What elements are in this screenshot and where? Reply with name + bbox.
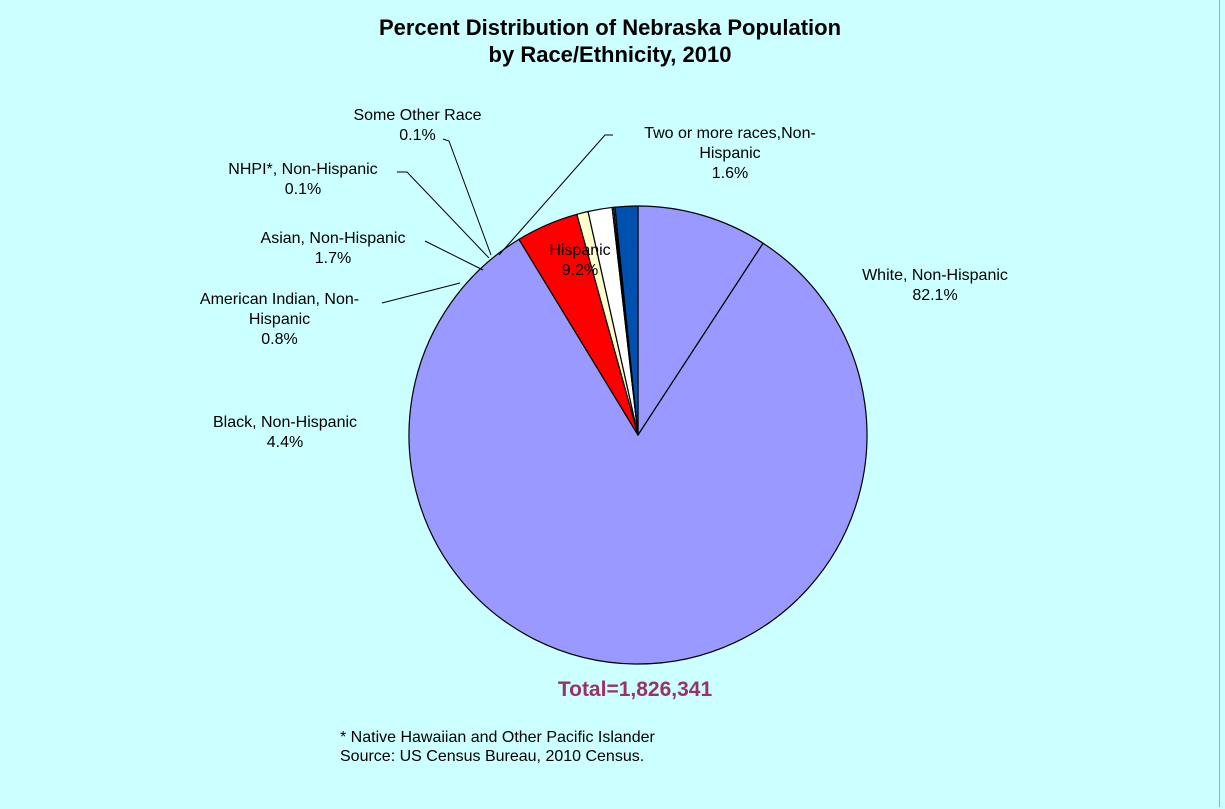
label-other-race-name: Some Other Race <box>353 107 482 124</box>
leader-line-american-indian <box>381 282 461 304</box>
leader-line-some-other-race <box>442 138 492 256</box>
label-asian-non-hispanic: Asian, Non-Hispanic 1.7% <box>238 229 428 269</box>
label-hispanic: Hispanic 9.2% <box>525 241 635 281</box>
label-american-indian-name: American Indian, Non- <box>199 291 360 308</box>
label-two-or-more-name: Two or more races,Non- <box>644 125 816 142</box>
total-label: Total=1,826,341 <box>557 678 713 701</box>
label-two-or-more-name-cont: Hispanic <box>699 145 761 162</box>
label-white-value: 82.1% <box>912 287 958 304</box>
label-some-other-race: Some Other Race 0.1% <box>330 106 505 146</box>
label-hispanic-value: 9.2% <box>561 262 599 279</box>
label-asian-name: Asian, Non-Hispanic <box>260 230 406 247</box>
label-white-non-hispanic: White, Non-Hispanic 82.1% <box>835 266 1035 306</box>
label-american-indian: American Indian, Non- Hispanic 0.8% <box>172 290 387 350</box>
label-two-or-more-races: Two or more races,Non- Hispanic 1.6% <box>615 124 845 184</box>
footnote: * Native Hawaiian and Other Pacific Isla… <box>340 728 655 766</box>
chart-title-line-2: by Race/Ethnicity, 2010 <box>488 42 732 67</box>
label-nhpi-value: 0.1% <box>284 181 322 198</box>
footnote-source: Source: US Census Bureau, 2010 Census. <box>340 748 645 765</box>
pie-slice-white-non-hispanic <box>408 238 868 665</box>
label-american-indian-value: 0.8% <box>261 331 298 348</box>
label-white-name: White, Non-Hispanic <box>862 267 1008 284</box>
footnote-nhpi: * Native Hawaiian and Other Pacific Isla… <box>340 729 655 746</box>
label-black-value: 4.4% <box>266 434 304 451</box>
label-nhpi-non-hispanic: NHPI*, Non-Hispanic 0.1% <box>203 160 403 200</box>
label-nhpi-name: NHPI*, Non-Hispanic <box>228 161 378 178</box>
label-asian-value: 1.7% <box>314 250 352 267</box>
chart-title-line-1: Percent Distribution of Nebraska Populat… <box>378 15 842 40</box>
label-two-or-more-value: 1.6% <box>711 165 749 182</box>
label-hispanic-name: Hispanic <box>549 242 611 259</box>
label-other-race-value: 0.1% <box>399 127 436 144</box>
leader-line-two-or-more-races <box>498 134 613 256</box>
label-black-non-hispanic: Black, Non-Hispanic 4.4% <box>185 413 385 453</box>
pie-slice-two-or-more-races <box>614 205 639 436</box>
leader-line-nhpi <box>397 171 490 259</box>
pie-slice-hispanic <box>637 205 764 436</box>
leader-line-asian <box>424 240 484 271</box>
label-black-name: Black, Non-Hispanic <box>212 414 358 431</box>
label-american-indian-name-cont: Hispanic <box>248 311 311 328</box>
chart-title: Percent Distribution of Nebraska Populat… <box>250 14 970 68</box>
